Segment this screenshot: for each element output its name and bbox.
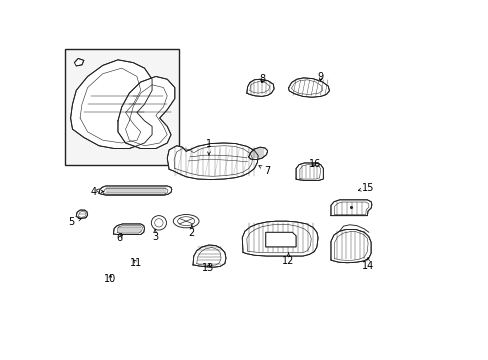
Text: 3: 3: [152, 229, 158, 242]
Text: 6: 6: [117, 233, 122, 243]
Polygon shape: [248, 147, 267, 159]
Ellipse shape: [177, 217, 194, 226]
Polygon shape: [296, 163, 323, 180]
Polygon shape: [167, 143, 258, 180]
Polygon shape: [242, 221, 317, 256]
Text: 14: 14: [361, 258, 373, 270]
Text: 2: 2: [188, 225, 195, 238]
Text: 1: 1: [205, 139, 212, 155]
Polygon shape: [99, 186, 171, 195]
Polygon shape: [265, 232, 296, 247]
Text: 16: 16: [308, 159, 321, 169]
Text: 13: 13: [202, 263, 214, 273]
Polygon shape: [330, 200, 371, 216]
Ellipse shape: [154, 219, 163, 227]
Polygon shape: [74, 58, 84, 66]
Polygon shape: [76, 210, 87, 219]
Polygon shape: [118, 76, 175, 149]
Text: 15: 15: [358, 183, 373, 193]
Polygon shape: [330, 229, 370, 263]
Text: 10: 10: [104, 274, 116, 284]
Ellipse shape: [173, 215, 199, 228]
Text: 7: 7: [258, 166, 270, 176]
Polygon shape: [70, 60, 152, 149]
Polygon shape: [193, 245, 225, 267]
Text: 11: 11: [130, 258, 142, 268]
Polygon shape: [246, 79, 274, 96]
Polygon shape: [288, 78, 329, 97]
Bar: [65, 49, 178, 165]
Text: 12: 12: [282, 253, 294, 266]
Text: 9: 9: [317, 72, 323, 82]
Ellipse shape: [151, 216, 166, 230]
Text: 8: 8: [258, 74, 264, 84]
Text: 5: 5: [68, 217, 81, 227]
Polygon shape: [113, 224, 144, 234]
Text: 4: 4: [90, 186, 103, 197]
